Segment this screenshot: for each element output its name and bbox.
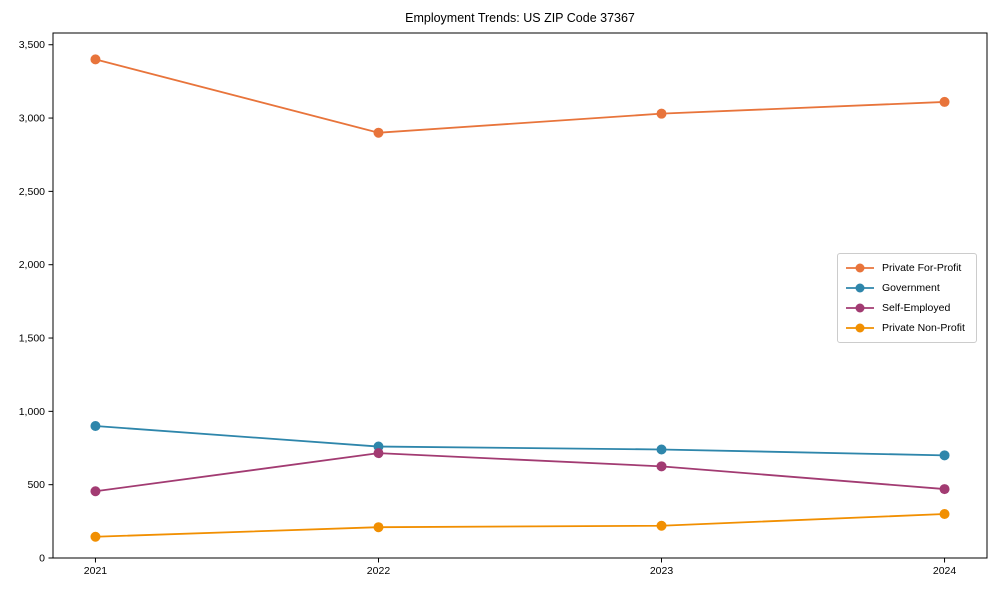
- legend-line-marker-icon: [846, 283, 874, 293]
- legend: Private For-Profit Government Self-Employe…: [837, 253, 977, 343]
- y-tick-label: 2,000: [19, 259, 45, 271]
- chart-title: Employment Trends: US ZIP Code 37367: [405, 11, 635, 25]
- legend-line-marker-icon: [846, 263, 874, 273]
- legend-label: Self-Employed: [882, 302, 951, 314]
- data-point-government: [656, 444, 667, 455]
- series-line-private-non-profit: [95, 513, 945, 538]
- data-point-self-employed: [90, 486, 101, 497]
- data-point-private-for-profit: [90, 54, 101, 65]
- legend-item: Self-Employed: [845, 298, 968, 318]
- data-point-private-non-profit: [90, 531, 101, 542]
- legend-item: Private Non-Profit: [845, 318, 968, 338]
- data-point-private-for-profit: [373, 127, 384, 138]
- data-point-private-for-profit: [656, 108, 667, 119]
- legend-label: Private For-Profit: [882, 262, 962, 274]
- data-point-private-non-profit: [656, 520, 667, 531]
- axes-frame: [52, 32, 988, 559]
- data-point-government: [939, 450, 950, 461]
- legend-label: Government: [882, 282, 940, 294]
- legend-line-marker-icon: [846, 323, 874, 333]
- data-point-government: [90, 421, 101, 432]
- series-line-private-for-profit: [95, 58, 945, 134]
- x-tick-label: 2024: [933, 565, 957, 577]
- y-tick-label: 3,000: [19, 113, 45, 125]
- series-line-self-employed: [95, 452, 945, 493]
- y-tick-label: 2,500: [19, 186, 45, 198]
- data-point-private-for-profit: [939, 96, 950, 107]
- x-tick-label: 2021: [84, 565, 108, 577]
- legend-label: Private Non-Profit: [882, 322, 965, 334]
- x-tick-label: 2023: [650, 565, 674, 577]
- y-tick-label: 1,000: [19, 406, 45, 418]
- y-tick-label: 500: [27, 479, 45, 491]
- y-tick-label: 0: [39, 553, 45, 565]
- x-tick-label: 2022: [367, 565, 391, 577]
- data-point-private-non-profit: [939, 509, 950, 520]
- data-point-self-employed: [656, 461, 667, 472]
- data-point-self-employed: [373, 448, 384, 459]
- series-line-government: [95, 425, 945, 457]
- data-point-private-non-profit: [373, 522, 384, 533]
- y-tick-label: 1,500: [19, 333, 45, 345]
- legend-item: Private For-Profit: [845, 258, 968, 278]
- y-tick-label: 3,500: [19, 39, 45, 51]
- legend-item: Government: [845, 278, 968, 298]
- data-point-self-employed: [939, 484, 950, 495]
- legend-line-marker-icon: [846, 303, 874, 313]
